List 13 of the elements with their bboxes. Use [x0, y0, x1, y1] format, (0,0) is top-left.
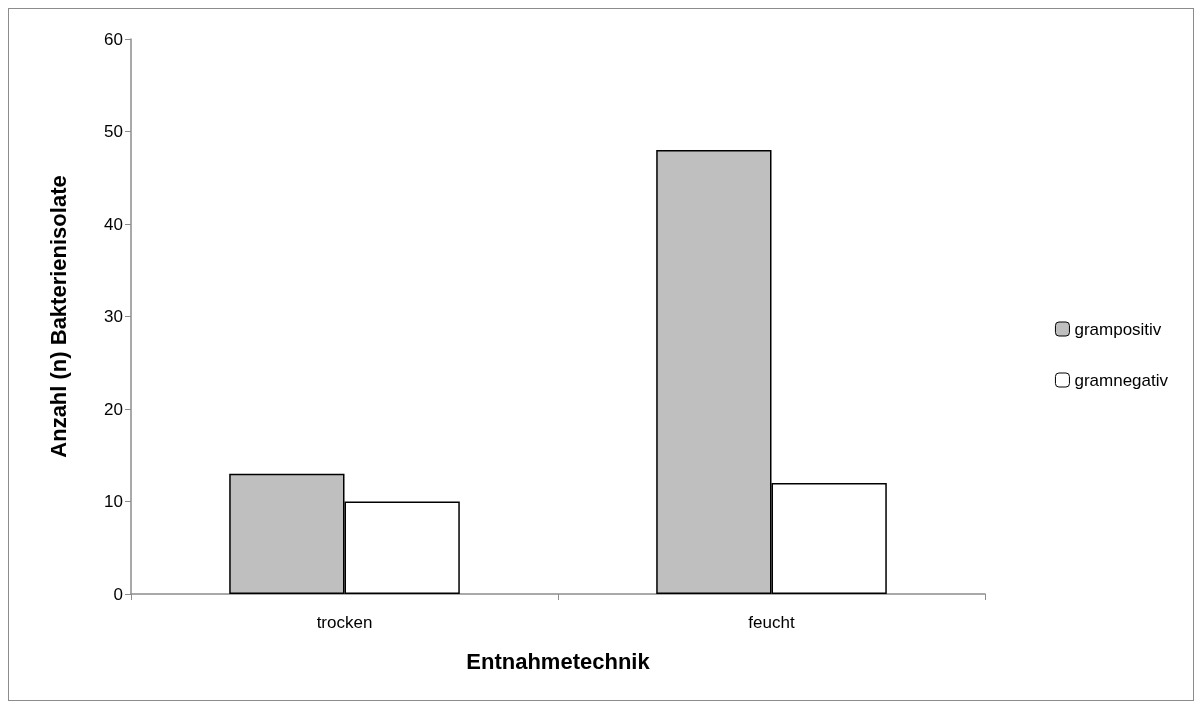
y-axis-title: Anzahl (n) Bakterienisolate [45, 175, 71, 458]
x-tick-label: feucht [748, 613, 795, 632]
legend-label: gramnegativ [1074, 370, 1169, 390]
y-tick-label: 50 [104, 122, 123, 141]
x-tick-label: trocken [316, 613, 373, 632]
y-tick-label: 10 [104, 492, 123, 511]
legend-label: grampositiv [1074, 319, 1162, 339]
y-tick-label: 30 [104, 307, 123, 326]
y-tick-label: 0 [113, 584, 123, 604]
x-axis-title: Entnahmetechnik [466, 648, 651, 674]
y-tick-label: 60 [104, 29, 123, 49]
y-tick-label: 40 [104, 214, 123, 234]
y-tick-label: 20 [104, 399, 123, 419]
